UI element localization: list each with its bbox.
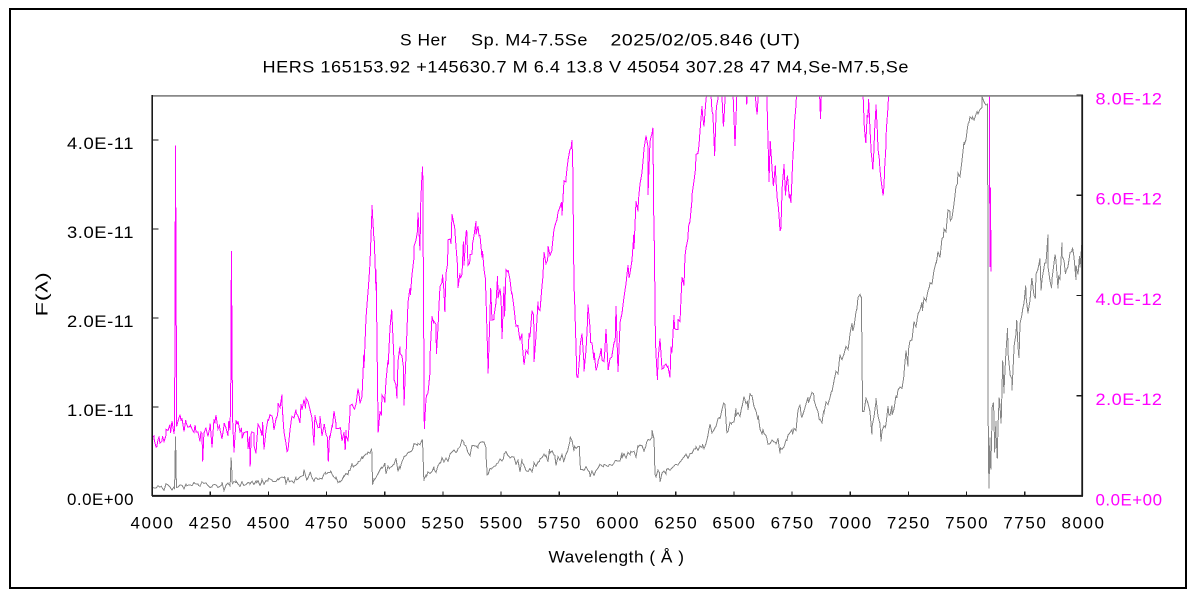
svg-text:7500: 7500: [945, 514, 988, 533]
svg-text:5500: 5500: [480, 514, 523, 533]
svg-text:7000: 7000: [829, 514, 872, 533]
svg-text:S Her: S Her: [400, 31, 447, 50]
svg-text:Sp. M4-7.5Se: Sp. M4-7.5Se: [471, 31, 588, 50]
svg-text:6500: 6500: [712, 514, 755, 533]
svg-text:0.0E+00: 0.0E+00: [1096, 490, 1163, 509]
svg-text:1.0E-11: 1.0E-11: [67, 401, 134, 420]
svg-text:7750: 7750: [1003, 514, 1046, 533]
svg-text:3.0E-11: 3.0E-11: [67, 223, 134, 242]
svg-text:4250: 4250: [189, 514, 232, 533]
svg-text:0.0E+00: 0.0E+00: [67, 490, 134, 509]
svg-text:8.0E-12: 8.0E-12: [1096, 89, 1163, 108]
svg-text:4.0E-11: 4.0E-11: [67, 134, 134, 153]
svg-text:6.0E-12: 6.0E-12: [1096, 190, 1163, 209]
svg-text:2.0E-11: 2.0E-11: [67, 312, 134, 331]
svg-text:Wavelength ( Å ): Wavelength ( Å ): [549, 548, 685, 567]
svg-text:2.0E-12: 2.0E-12: [1096, 390, 1163, 409]
svg-text:6750: 6750: [771, 514, 814, 533]
svg-text:6000: 6000: [596, 514, 639, 533]
svg-text:5250: 5250: [421, 514, 464, 533]
svg-text:7250: 7250: [887, 514, 930, 533]
svg-text:4000: 4000: [131, 514, 174, 533]
svg-text:F(λ): F(λ): [33, 272, 52, 317]
svg-text:8000: 8000: [1062, 514, 1105, 533]
svg-text:6250: 6250: [654, 514, 697, 533]
svg-text:4.0E-12: 4.0E-12: [1096, 290, 1163, 309]
svg-text:HERS 165153.92 +145630.7 M 6.4: HERS 165153.92 +145630.7 M 6.4 13.8 V 45…: [263, 58, 910, 77]
svg-text:2025/02/05.846 (UT): 2025/02/05.846 (UT): [611, 31, 801, 50]
svg-text:4500: 4500: [247, 514, 290, 533]
svg-text:4750: 4750: [305, 514, 348, 533]
svg-text:5750: 5750: [538, 514, 581, 533]
svg-text:5000: 5000: [363, 514, 406, 533]
